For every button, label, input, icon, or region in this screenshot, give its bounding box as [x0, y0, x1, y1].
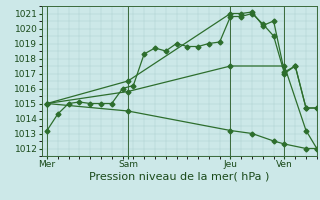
X-axis label: Pression niveau de la mer( hPa ): Pression niveau de la mer( hPa ): [89, 172, 269, 182]
